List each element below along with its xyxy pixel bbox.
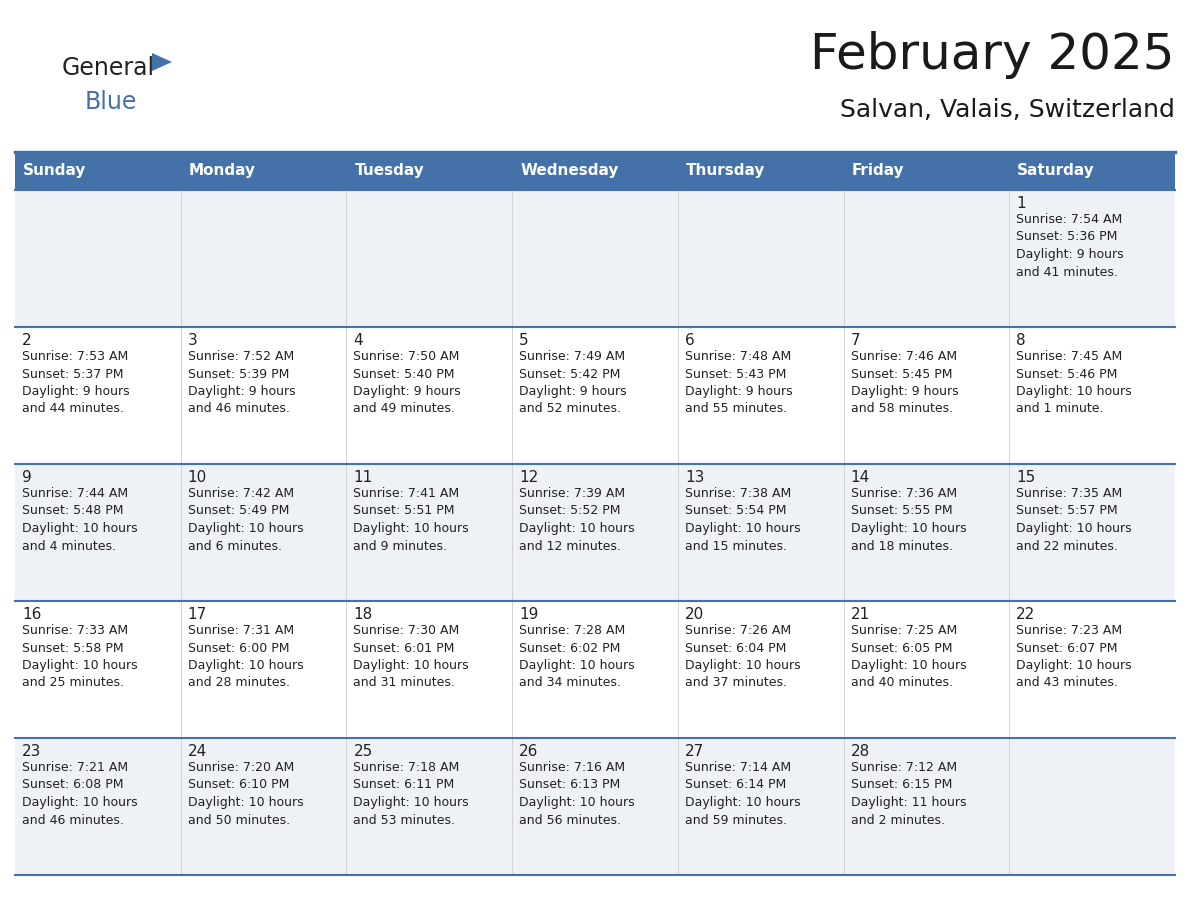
Bar (15, 601, 1175, 738)
Text: Sunday: Sunday (23, 163, 87, 178)
Text: 3: 3 (188, 333, 197, 348)
Text: Sunrise: 7:20 AM
Sunset: 6:10 PM
Daylight: 10 hours
and 50 minutes.: Sunrise: 7:20 AM Sunset: 6:10 PM Dayligh… (188, 761, 303, 826)
Text: Thursday: Thursday (685, 163, 765, 178)
Bar (15, 738, 1175, 875)
Text: Sunrise: 7:18 AM
Sunset: 6:11 PM
Daylight: 10 hours
and 53 minutes.: Sunrise: 7:18 AM Sunset: 6:11 PM Dayligh… (353, 761, 469, 826)
Bar (678, 152, 843, 190)
Text: Saturday: Saturday (1017, 163, 1095, 178)
Text: 17: 17 (188, 607, 207, 622)
Text: 1: 1 (1016, 196, 1026, 211)
Text: 4: 4 (353, 333, 364, 348)
Text: 8: 8 (1016, 333, 1026, 348)
Text: 2: 2 (23, 333, 32, 348)
Bar (1010, 152, 1175, 190)
Text: 10: 10 (188, 470, 207, 485)
Text: Sunrise: 7:21 AM
Sunset: 6:08 PM
Daylight: 10 hours
and 46 minutes.: Sunrise: 7:21 AM Sunset: 6:08 PM Dayligh… (23, 761, 138, 826)
Text: Sunrise: 7:14 AM
Sunset: 6:14 PM
Daylight: 10 hours
and 59 minutes.: Sunrise: 7:14 AM Sunset: 6:14 PM Dayligh… (684, 761, 801, 826)
Text: Sunrise: 7:39 AM
Sunset: 5:52 PM
Daylight: 10 hours
and 12 minutes.: Sunrise: 7:39 AM Sunset: 5:52 PM Dayligh… (519, 487, 634, 553)
Polygon shape (152, 53, 172, 71)
Text: 9: 9 (23, 470, 32, 485)
Text: 14: 14 (851, 470, 870, 485)
Text: Sunrise: 7:50 AM
Sunset: 5:40 PM
Daylight: 9 hours
and 49 minutes.: Sunrise: 7:50 AM Sunset: 5:40 PM Dayligh… (353, 350, 461, 416)
Text: Sunrise: 7:35 AM
Sunset: 5:57 PM
Daylight: 10 hours
and 22 minutes.: Sunrise: 7:35 AM Sunset: 5:57 PM Dayligh… (1016, 487, 1132, 553)
Text: 12: 12 (519, 470, 538, 485)
Text: Sunrise: 7:46 AM
Sunset: 5:45 PM
Daylight: 9 hours
and 58 minutes.: Sunrise: 7:46 AM Sunset: 5:45 PM Dayligh… (851, 350, 959, 416)
Text: General: General (62, 56, 156, 80)
Text: February 2025: February 2025 (810, 31, 1175, 79)
Text: Sunrise: 7:52 AM
Sunset: 5:39 PM
Daylight: 9 hours
and 46 minutes.: Sunrise: 7:52 AM Sunset: 5:39 PM Dayligh… (188, 350, 296, 416)
Text: Sunrise: 7:31 AM
Sunset: 6:00 PM
Daylight: 10 hours
and 28 minutes.: Sunrise: 7:31 AM Sunset: 6:00 PM Dayligh… (188, 624, 303, 689)
Text: Sunrise: 7:36 AM
Sunset: 5:55 PM
Daylight: 10 hours
and 18 minutes.: Sunrise: 7:36 AM Sunset: 5:55 PM Dayligh… (851, 487, 966, 553)
Text: 18: 18 (353, 607, 373, 622)
Text: 21: 21 (851, 607, 870, 622)
Text: Sunrise: 7:38 AM
Sunset: 5:54 PM
Daylight: 10 hours
and 15 minutes.: Sunrise: 7:38 AM Sunset: 5:54 PM Dayligh… (684, 487, 801, 553)
Bar (347, 152, 512, 190)
Text: 19: 19 (519, 607, 538, 622)
Text: Sunrise: 7:25 AM
Sunset: 6:05 PM
Daylight: 10 hours
and 40 minutes.: Sunrise: 7:25 AM Sunset: 6:05 PM Dayligh… (851, 624, 966, 689)
Text: Sunrise: 7:54 AM
Sunset: 5:36 PM
Daylight: 9 hours
and 41 minutes.: Sunrise: 7:54 AM Sunset: 5:36 PM Dayligh… (1016, 213, 1124, 278)
Bar (181, 152, 347, 190)
Text: 27: 27 (684, 744, 704, 759)
Text: 28: 28 (851, 744, 870, 759)
Text: 7: 7 (851, 333, 860, 348)
Bar (15, 152, 181, 190)
Text: Sunrise: 7:23 AM
Sunset: 6:07 PM
Daylight: 10 hours
and 43 minutes.: Sunrise: 7:23 AM Sunset: 6:07 PM Dayligh… (1016, 624, 1132, 689)
Text: Sunrise: 7:42 AM
Sunset: 5:49 PM
Daylight: 10 hours
and 6 minutes.: Sunrise: 7:42 AM Sunset: 5:49 PM Dayligh… (188, 487, 303, 553)
Text: Blue: Blue (86, 90, 138, 114)
Text: 22: 22 (1016, 607, 1036, 622)
Bar (15, 464, 1175, 601)
Bar (15, 190, 1175, 327)
Text: 25: 25 (353, 744, 373, 759)
Text: Wednesday: Wednesday (520, 163, 619, 178)
Text: 15: 15 (1016, 470, 1036, 485)
Bar (843, 152, 1010, 190)
Text: Tuesday: Tuesday (354, 163, 424, 178)
Text: 20: 20 (684, 607, 704, 622)
Text: 23: 23 (23, 744, 42, 759)
Text: 24: 24 (188, 744, 207, 759)
Bar (512, 152, 678, 190)
Text: Sunrise: 7:49 AM
Sunset: 5:42 PM
Daylight: 9 hours
and 52 minutes.: Sunrise: 7:49 AM Sunset: 5:42 PM Dayligh… (519, 350, 627, 416)
Text: Monday: Monday (189, 163, 255, 178)
Text: Sunrise: 7:30 AM
Sunset: 6:01 PM
Daylight: 10 hours
and 31 minutes.: Sunrise: 7:30 AM Sunset: 6:01 PM Dayligh… (353, 624, 469, 689)
Text: Sunrise: 7:33 AM
Sunset: 5:58 PM
Daylight: 10 hours
and 25 minutes.: Sunrise: 7:33 AM Sunset: 5:58 PM Dayligh… (23, 624, 138, 689)
Text: 26: 26 (519, 744, 538, 759)
Text: Friday: Friday (852, 163, 904, 178)
Text: Sunrise: 7:16 AM
Sunset: 6:13 PM
Daylight: 10 hours
and 56 minutes.: Sunrise: 7:16 AM Sunset: 6:13 PM Dayligh… (519, 761, 634, 826)
Text: Sunrise: 7:48 AM
Sunset: 5:43 PM
Daylight: 9 hours
and 55 minutes.: Sunrise: 7:48 AM Sunset: 5:43 PM Dayligh… (684, 350, 792, 416)
Text: 6: 6 (684, 333, 695, 348)
Text: Sunrise: 7:41 AM
Sunset: 5:51 PM
Daylight: 10 hours
and 9 minutes.: Sunrise: 7:41 AM Sunset: 5:51 PM Dayligh… (353, 487, 469, 553)
Text: 16: 16 (23, 607, 42, 622)
Text: Sunrise: 7:12 AM
Sunset: 6:15 PM
Daylight: 11 hours
and 2 minutes.: Sunrise: 7:12 AM Sunset: 6:15 PM Dayligh… (851, 761, 966, 826)
Text: Sunrise: 7:28 AM
Sunset: 6:02 PM
Daylight: 10 hours
and 34 minutes.: Sunrise: 7:28 AM Sunset: 6:02 PM Dayligh… (519, 624, 634, 689)
Text: Sunrise: 7:26 AM
Sunset: 6:04 PM
Daylight: 10 hours
and 37 minutes.: Sunrise: 7:26 AM Sunset: 6:04 PM Dayligh… (684, 624, 801, 689)
Text: Sunrise: 7:44 AM
Sunset: 5:48 PM
Daylight: 10 hours
and 4 minutes.: Sunrise: 7:44 AM Sunset: 5:48 PM Dayligh… (23, 487, 138, 553)
Bar (15, 327, 1175, 464)
Text: Sunrise: 7:45 AM
Sunset: 5:46 PM
Daylight: 10 hours
and 1 minute.: Sunrise: 7:45 AM Sunset: 5:46 PM Dayligh… (1016, 350, 1132, 416)
Text: Sunrise: 7:53 AM
Sunset: 5:37 PM
Daylight: 9 hours
and 44 minutes.: Sunrise: 7:53 AM Sunset: 5:37 PM Dayligh… (23, 350, 129, 416)
Text: 5: 5 (519, 333, 529, 348)
Text: 13: 13 (684, 470, 704, 485)
Text: 11: 11 (353, 470, 373, 485)
Text: Salvan, Valais, Switzerland: Salvan, Valais, Switzerland (840, 98, 1175, 122)
